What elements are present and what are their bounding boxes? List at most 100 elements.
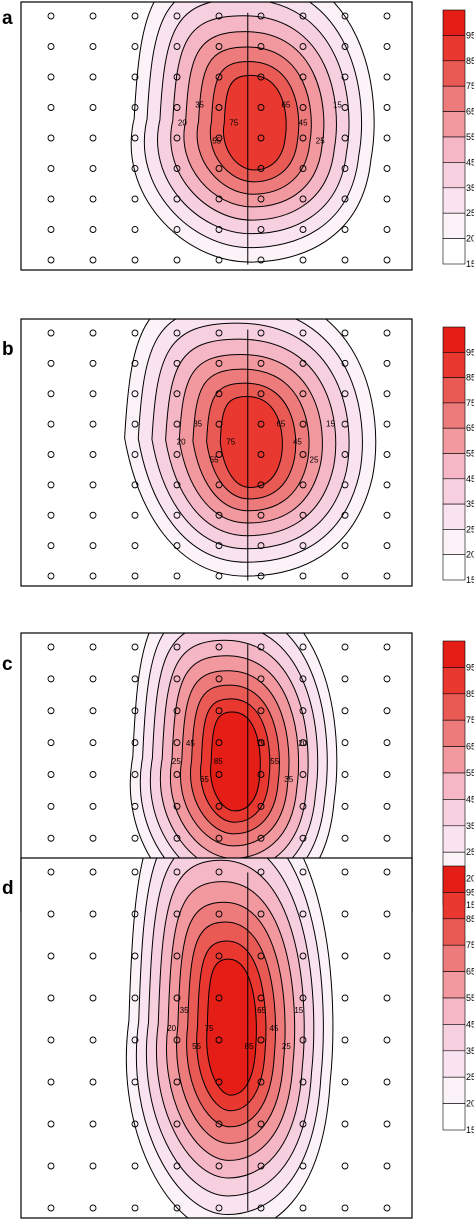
sensor-point [341, 834, 349, 842]
sensor-point [215, 1204, 223, 1212]
sensor-point [131, 994, 139, 1002]
sensor-point [383, 226, 391, 233]
colorbar-tick: 25 [466, 524, 474, 534]
colorbar-tick: 45 [466, 157, 474, 167]
sensor-point [173, 1162, 181, 1170]
sensor-point [173, 12, 181, 20]
colorbar-swatch [442, 162, 466, 189]
sensor-point [215, 12, 223, 20]
contour-label: 85 [245, 1042, 254, 1051]
colorbar-swatch [442, 825, 466, 853]
sensor-point [299, 910, 307, 918]
sensor-point [89, 542, 97, 550]
sensor-point [299, 104, 307, 111]
sensor-point [299, 73, 307, 81]
sensor-point [89, 834, 97, 842]
sensor-point [257, 1204, 265, 1212]
contour-label: 35 [180, 1006, 189, 1015]
sensor-point [131, 134, 139, 142]
sensor-point [131, 1162, 139, 1170]
sensor-point [173, 834, 181, 842]
sensor-point [341, 329, 349, 337]
contour-label: 15 [333, 100, 342, 109]
sensor-point [341, 572, 349, 580]
sensor-point [383, 952, 391, 960]
sensor-point [383, 43, 391, 50]
sensor-point [383, 390, 391, 398]
sensor-point [89, 643, 97, 651]
colorbar-tick: 20 [466, 234, 474, 244]
contour-label: 15 [326, 419, 335, 428]
sensor-point [173, 952, 181, 960]
sensor-point [173, 802, 181, 810]
sensor-point [299, 1120, 307, 1128]
sensor-point [257, 910, 265, 918]
sensor-point [89, 359, 97, 367]
sensor-point [341, 675, 349, 683]
colorbar-swatch [442, 238, 466, 265]
sensor-point [257, 256, 265, 264]
contour-label: 20 [178, 118, 187, 127]
contour-75 [219, 395, 283, 488]
contour-label: 35 [195, 100, 204, 109]
sensor-point [383, 994, 391, 1002]
sensor-point [131, 910, 139, 918]
sensor-point [383, 134, 391, 142]
colorbar-swatch [442, 892, 466, 920]
sensor-point [131, 165, 139, 172]
sensor-point [47, 1078, 55, 1086]
sensor-point [257, 771, 265, 778]
sensor-point [89, 868, 97, 876]
sensor-point [215, 451, 223, 458]
colorbar-tick: 15 [466, 1125, 474, 1135]
sensor-point [341, 165, 349, 172]
sensor-point [383, 481, 391, 489]
colorbar-swatch [442, 402, 466, 429]
contour-label: 55 [212, 136, 221, 145]
panel-frame [20, 857, 413, 1219]
sensor-point [215, 572, 223, 580]
sensor-point [131, 256, 139, 264]
sensor-point [257, 104, 265, 111]
colorbar-swatch [442, 799, 466, 827]
sensor-point [341, 802, 349, 810]
sensor-point [89, 104, 97, 111]
colorbar-tick: 75 [466, 81, 474, 91]
sensor-point [89, 1162, 97, 1170]
colorbar-tick: 85 [466, 914, 474, 924]
sensor-point [89, 707, 97, 715]
colorbar-swatch [442, 35, 466, 62]
sensor-point [47, 451, 55, 458]
sensor-point [47, 994, 55, 1002]
sensor-point [257, 420, 265, 428]
sensor-point [341, 134, 349, 142]
contour-label: 25 [172, 757, 181, 766]
sensor-point [89, 390, 97, 398]
sensor-point [299, 134, 307, 142]
colorbar-swatch [442, 503, 466, 530]
sensor-point [215, 739, 223, 747]
contour-label: 15 [294, 1006, 303, 1015]
sensor-point [383, 802, 391, 810]
sensor-point [47, 12, 55, 20]
sensor-point [47, 359, 55, 367]
sensor-point [173, 420, 181, 428]
sensor-point [47, 542, 55, 550]
sensor-point [89, 134, 97, 142]
sensor-point [341, 73, 349, 81]
sensor-point [299, 195, 307, 203]
sensor-point [131, 868, 139, 876]
sensor-point [47, 329, 55, 337]
sensor-point [341, 226, 349, 233]
sensor-point [47, 910, 55, 918]
sensor-point [215, 359, 223, 367]
sensor-point [173, 572, 181, 580]
sensor-point [257, 511, 265, 519]
sensor-point [173, 868, 181, 876]
sensor-point [89, 481, 97, 489]
sensor-point [173, 73, 181, 81]
sensor-point [215, 771, 223, 778]
sensor-point [173, 481, 181, 489]
colorbar-tick: 45 [466, 794, 474, 804]
colorbar-tick: 95 [466, 347, 474, 357]
